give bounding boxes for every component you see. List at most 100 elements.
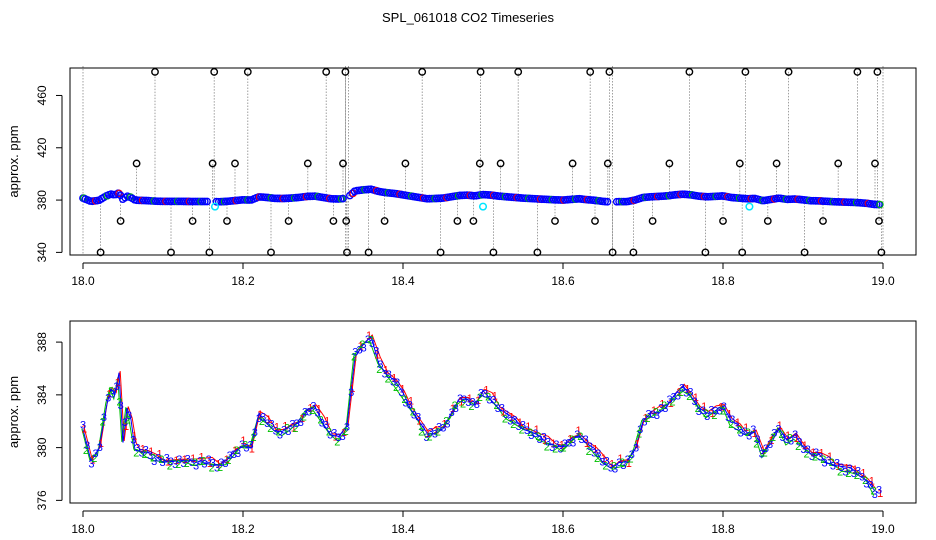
bottom-series-marker-3: 3 bbox=[641, 417, 647, 429]
bottom-series-marker-3: 3 bbox=[826, 455, 832, 467]
bottom-series-marker-3: 3 bbox=[134, 443, 140, 455]
bottom-series-marker-2: 2 bbox=[703, 408, 709, 420]
bottom-series-marker-1: 1 bbox=[534, 424, 540, 436]
bottom-series-marker-1: 1 bbox=[500, 406, 506, 418]
bottom-series-marker-1: 1 bbox=[718, 402, 724, 414]
bottom-series-marker-3: 3 bbox=[587, 441, 593, 453]
bottom-series-marker-3: 3 bbox=[687, 386, 693, 398]
bottom-series-marker-2: 2 bbox=[477, 392, 483, 404]
bottom-series-marker-3: 3 bbox=[746, 430, 752, 442]
top-outlier-point bbox=[188, 217, 197, 225]
bottom-series-marker-1: 1 bbox=[860, 468, 866, 480]
top-series-point bbox=[338, 194, 347, 203]
bottom-series-marker-3: 3 bbox=[872, 489, 878, 501]
bottom-series-marker-1: 1 bbox=[559, 439, 565, 451]
bottom-series-marker-3: 3 bbox=[545, 437, 551, 449]
bottom-series-marker-1: 1 bbox=[818, 447, 824, 459]
bottom-series-marker-1: 1 bbox=[441, 418, 447, 430]
bottom-series-marker-3: 3 bbox=[520, 420, 526, 432]
bottom-series-marker-3: 3 bbox=[160, 457, 166, 469]
bottom-series-marker-3: 3 bbox=[126, 410, 132, 422]
bottom-series-marker-3: 3 bbox=[507, 416, 513, 428]
top-series-point bbox=[748, 194, 757, 203]
bottom-series-marker-1: 1 bbox=[148, 446, 154, 458]
bottom-series-marker-3: 3 bbox=[403, 397, 409, 409]
bottom-series-marker-2: 2 bbox=[787, 432, 793, 444]
top-series-point bbox=[872, 200, 881, 209]
bottom-series-marker-3: 3 bbox=[474, 399, 480, 411]
top-x-tick-label: 18.4 bbox=[391, 274, 415, 288]
bottom-series-marker-1: 1 bbox=[844, 462, 850, 474]
bottom-series-marker-1: 1 bbox=[609, 458, 615, 470]
bottom-y-tick-label: 384 bbox=[35, 385, 49, 405]
bottom-series-marker-2: 2 bbox=[544, 441, 550, 453]
top-outlier-point bbox=[210, 68, 219, 76]
top-outlier-point bbox=[605, 68, 614, 76]
bottom-series-marker-1: 1 bbox=[701, 401, 707, 413]
bottom-series-marker-3: 3 bbox=[268, 418, 274, 430]
bottom-series-marker-3: 3 bbox=[465, 397, 471, 409]
top-x-tick-label: 19.0 bbox=[871, 274, 895, 288]
bottom-series-marker-1: 1 bbox=[626, 458, 632, 470]
bottom-series-marker-1: 1 bbox=[115, 377, 121, 389]
bottom-series-marker-1: 1 bbox=[869, 475, 875, 487]
top-outlier-point bbox=[475, 159, 484, 168]
bottom-series-marker-3: 3 bbox=[842, 466, 848, 478]
bottom-series-marker-3: 3 bbox=[499, 402, 505, 414]
bottom-series-marker-1: 1 bbox=[617, 453, 623, 465]
bottom-series-marker-2: 2 bbox=[661, 400, 667, 412]
bottom-series-marker-3: 3 bbox=[558, 443, 564, 455]
bottom-series-marker-3: 3 bbox=[185, 453, 191, 465]
bottom-series-marker-3: 3 bbox=[361, 342, 367, 354]
bottom-series-marker-1: 1 bbox=[282, 421, 288, 433]
bottom-series-marker-1: 1 bbox=[810, 447, 816, 459]
top-outlier-point bbox=[116, 217, 125, 225]
top-outlier-point bbox=[875, 217, 883, 225]
bottom-series-marker-1: 1 bbox=[492, 390, 498, 402]
bottom-x-tick-label: 18.8 bbox=[711, 522, 735, 536]
bottom-series-marker-2: 2 bbox=[418, 426, 424, 438]
top-outlier-point bbox=[586, 68, 595, 76]
top-outlier-point bbox=[96, 248, 105, 257]
bottom-series-marker-3: 3 bbox=[821, 457, 827, 469]
bottom-series-marker-1: 1 bbox=[182, 454, 188, 466]
top-outlier-point bbox=[436, 248, 445, 257]
bottom-series-marker-3: 3 bbox=[574, 429, 580, 441]
bottom-series-marker-3: 3 bbox=[444, 419, 450, 431]
bottom-series-marker-3: 3 bbox=[583, 434, 589, 446]
bottom-series-marker-3: 3 bbox=[771, 427, 777, 439]
bottom-series-marker-2: 2 bbox=[871, 486, 877, 498]
bottom-series-marker-1: 1 bbox=[743, 422, 749, 434]
top-outlier-point bbox=[208, 159, 217, 168]
top-y-tick-label: 340 bbox=[35, 242, 49, 262]
bottom-series-marker-3: 3 bbox=[725, 412, 731, 424]
bottom-series-marker-3: 3 bbox=[738, 427, 744, 439]
bottom-plot-frame bbox=[69, 320, 917, 504]
bottom-series-marker-1: 1 bbox=[291, 422, 297, 434]
top-outlier-point bbox=[342, 217, 351, 225]
bottom-series-marker-3: 3 bbox=[352, 347, 358, 359]
bottom-series-marker-2: 2 bbox=[192, 457, 198, 469]
bottom-series-marker-3: 3 bbox=[859, 472, 865, 484]
bottom-series-marker-3: 3 bbox=[327, 430, 333, 442]
bottom-series-marker-3: 3 bbox=[733, 421, 739, 433]
bottom-series-marker-3: 3 bbox=[562, 438, 568, 450]
bottom-series-marker-1: 1 bbox=[90, 455, 96, 467]
bottom-series-marker-2: 2 bbox=[83, 445, 89, 457]
bottom-series-marker-3: 3 bbox=[294, 418, 300, 430]
bottom-series-marker-3: 3 bbox=[704, 411, 710, 423]
top-outlier-point bbox=[401, 159, 410, 168]
top-outlier-point bbox=[873, 68, 882, 76]
bottom-series-marker-3: 3 bbox=[302, 407, 308, 419]
bottom-series-marker-2: 2 bbox=[460, 399, 466, 411]
bottom-series-marker-1: 1 bbox=[458, 397, 464, 409]
top-x-tick-label: 18.0 bbox=[71, 274, 95, 288]
bottom-series-marker-3: 3 bbox=[805, 444, 811, 456]
bottom-series-marker-2: 2 bbox=[778, 429, 784, 441]
bottom-series-marker-1: 1 bbox=[257, 409, 263, 421]
bottom-series-marker-2: 2 bbox=[720, 406, 726, 418]
bottom-series-marker-3: 3 bbox=[813, 447, 819, 459]
bottom-series-marker-3: 3 bbox=[172, 459, 178, 471]
bottom-series-marker-1: 1 bbox=[307, 403, 313, 415]
